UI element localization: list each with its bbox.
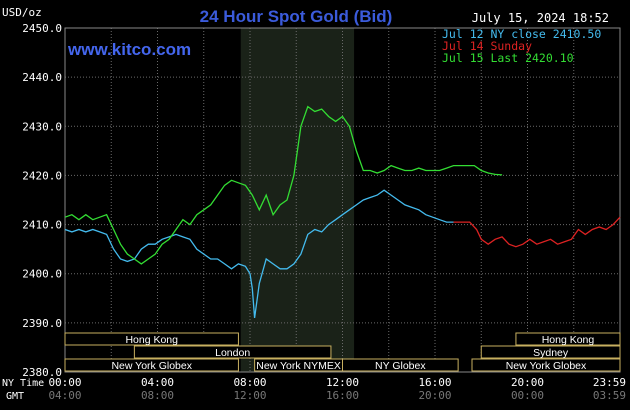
market-session-label: NY Globex <box>375 360 426 372</box>
y-tick-label: 2390.0 <box>22 317 62 330</box>
market-session-label: New York Globex <box>506 360 587 372</box>
x-tick-label-gmt: 16:00 <box>326 389 359 402</box>
market-session-frame <box>342 358 459 372</box>
y-axis: 2450.0 2440.0 2430.0 2420.0 2410.0 2400.0 2390… <box>22 22 62 379</box>
market-sessions: Hong Kong London New York Globex New York N… <box>64 332 621 372</box>
series-line-sunday <box>453 216 621 248</box>
y-tick-label: 2420.0 <box>22 169 62 182</box>
gmt-row-label: GMT <box>6 391 24 402</box>
market-session-label: Hong Kong <box>125 334 178 346</box>
chart-timestamp: July 15, 2024 18:52 <box>472 11 609 25</box>
y-axis-units: USD/oz <box>2 6 42 19</box>
market-session-box: London <box>133 345 332 359</box>
x-tick-label-gmt: 00:00 <box>511 389 544 402</box>
series-line-last <box>64 105 503 265</box>
legend: Jul 12 NY close 2410.50 Jul 14 Sunday Ju… <box>442 27 601 65</box>
x-tick-label-ny: 00:00 <box>48 376 81 389</box>
x-tick-label-gmt: 03:59 <box>593 389 626 402</box>
market-session-frame <box>515 332 621 346</box>
x-tick-label-gmt: 04:00 <box>48 389 81 402</box>
market-session-label: Hong Kong <box>542 334 595 346</box>
market-session-box: Hong Kong <box>64 332 239 346</box>
market-session-label: New York Globex <box>111 360 192 372</box>
x-axis: 00:0004:0004:0008:0008:0012:0012:0016:00… <box>48 376 626 402</box>
market-session-label: Sydney <box>533 347 569 359</box>
market-session-box: New York Globex <box>471 358 621 372</box>
x-tick-label-ny: 04:00 <box>141 376 174 389</box>
x-tick-label-ny: 20:00 <box>511 376 544 389</box>
plot-border <box>64 27 621 373</box>
market-session-frame <box>471 358 621 372</box>
x-tick-label-ny: 16:00 <box>418 376 451 389</box>
market-session-box: Hong Kong <box>515 332 621 346</box>
x-tick-label-gmt: 08:00 <box>141 389 174 402</box>
market-session-label: London <box>215 347 250 359</box>
market-session-frame <box>133 345 332 359</box>
legend-entry-sunday: Jul 14 Sunday <box>442 39 532 53</box>
legend-entry-ny-close: Jul 12 NY close 2410.50 <box>442 27 601 41</box>
x-tick-label-ny: 12:00 <box>326 376 359 389</box>
market-session-box: NY Globex <box>342 358 459 372</box>
market-session-frame <box>64 332 239 346</box>
y-tick-label: 2400.0 <box>22 268 62 281</box>
website-label: www.kitco.com <box>67 40 191 59</box>
market-session-frame <box>64 358 239 372</box>
market-session-box: New York Globex <box>64 358 239 372</box>
y-tick-label: 2430.0 <box>22 120 62 133</box>
market-session-box: New York NYMEX <box>254 358 343 372</box>
y-tick-label: 2410.0 <box>22 219 62 232</box>
x-tick-label-ny: 23:59 <box>593 376 626 389</box>
grid <box>64 27 621 373</box>
chart-title: 24 Hour Spot Gold (Bid) <box>200 7 393 26</box>
market-session-frame <box>480 345 621 359</box>
ny-time-row-label: NY Time <box>2 378 44 389</box>
market-session-box: Sydney <box>480 345 621 359</box>
market-session-label: New York NYMEX <box>256 360 341 372</box>
nymex-session-highlight <box>240 28 355 372</box>
legend-entry-last: Jul 15 Last 2420.10 <box>442 51 574 65</box>
x-tick-label-gmt: 12:00 <box>233 389 266 402</box>
x-tick-label-ny: 08:00 <box>233 376 266 389</box>
y-tick-label: 2440.0 <box>22 71 62 84</box>
x-tick-label-gmt: 20:00 <box>418 389 451 402</box>
y-tick-label: 2380.0 <box>22 366 62 379</box>
y-tick-label: 2450.0 <box>22 22 62 35</box>
series-line-ny-close <box>64 189 454 318</box>
